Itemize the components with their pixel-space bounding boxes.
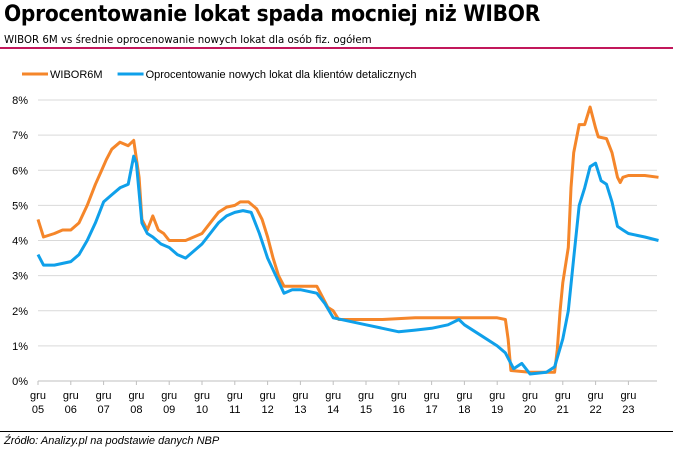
x-tick-label-year: 08 (130, 404, 142, 416)
x-tick-label-year: 17 (425, 404, 437, 416)
y-tick-label: 7% (12, 130, 28, 142)
x-tick-label-month: gru (30, 390, 46, 402)
x-tick-label-year: 13 (294, 404, 306, 416)
x-tick-label-year: 06 (65, 404, 77, 416)
series-line-wibor6m (36, 105, 659, 374)
x-tick-label-year: 11 (229, 404, 240, 416)
x-tick-label-month: gru (489, 390, 505, 402)
x-tick-label-month: gru (96, 390, 112, 402)
x-tick-label-year: 22 (589, 404, 601, 416)
source-note: Źródło: Analizy.pl na podstawie danych N… (4, 435, 220, 447)
x-tick-label-month: gru (260, 390, 276, 402)
footer-divider (0, 431, 673, 432)
x-tick-label-month: gru (424, 390, 440, 402)
chart-title: Oprocentowanie lokat spada mocniej niż W… (4, 2, 541, 27)
x-tick-label-month: gru (227, 390, 243, 402)
x-tick-label-month: gru (555, 390, 571, 402)
title-divider (0, 47, 673, 49)
x-tick-label-year: 15 (360, 404, 372, 416)
x-tick-label-month: gru (194, 390, 210, 402)
x-tick-label-month: gru (63, 390, 79, 402)
x-tick-label-year: 12 (261, 404, 273, 416)
y-tick-label: 6% (12, 165, 28, 177)
series-line-deposits (36, 154, 659, 376)
x-tick-label-year: 07 (97, 404, 109, 416)
x-tick-label-month: gru (456, 390, 472, 402)
x-tick-label-year: 16 (393, 404, 405, 416)
x-tick-label-year: 10 (196, 404, 208, 416)
x-tick-label-year: 09 (163, 404, 175, 416)
y-tick-label: 8% (12, 95, 28, 107)
line-chart: 0% 1% 2% 3% 4% 5% 6% 7% 8% gru 05 gru 06 gru 07 gru 08 gr… (12, 69, 659, 416)
x-tick-label-month: gru (391, 390, 407, 402)
x-tick-label-month: gru (358, 390, 374, 402)
x-tick-label-month: gru (588, 390, 604, 402)
x-tick-label-month: gru (292, 390, 308, 402)
x-tick-label-month: gru (161, 390, 177, 402)
legend-label: Oprocentowanie nowych lokat dla klientów… (146, 69, 417, 81)
x-tick-label-month: gru (128, 390, 144, 402)
x-tick-label-year: 18 (458, 404, 470, 416)
x-tick-label-month: gru (522, 390, 538, 402)
x-tick-label-year: 20 (524, 404, 536, 416)
y-tick-label: 5% (12, 200, 28, 212)
legend-label: WIBOR6M (50, 69, 103, 81)
y-tick-label: 0% (12, 376, 28, 388)
x-tick-label-year: 19 (491, 404, 503, 416)
x-tick-label-year: 23 (622, 404, 634, 416)
y-tick-label: 3% (12, 271, 28, 283)
x-tick-label-year: 14 (327, 404, 339, 416)
x-tick-label-month: gru (325, 390, 341, 402)
y-tick-label: 1% (12, 341, 28, 353)
x-tick-label-month: gru (620, 390, 636, 402)
chart-subtitle: WIBOR 6M vs średnie oprocenowanie nowych… (4, 33, 372, 46)
x-tick-label-year: 05 (32, 404, 44, 416)
x-tick-label-year: 21 (557, 404, 569, 416)
y-tick-label: 4% (12, 236, 28, 248)
y-tick-label: 2% (12, 306, 28, 318)
